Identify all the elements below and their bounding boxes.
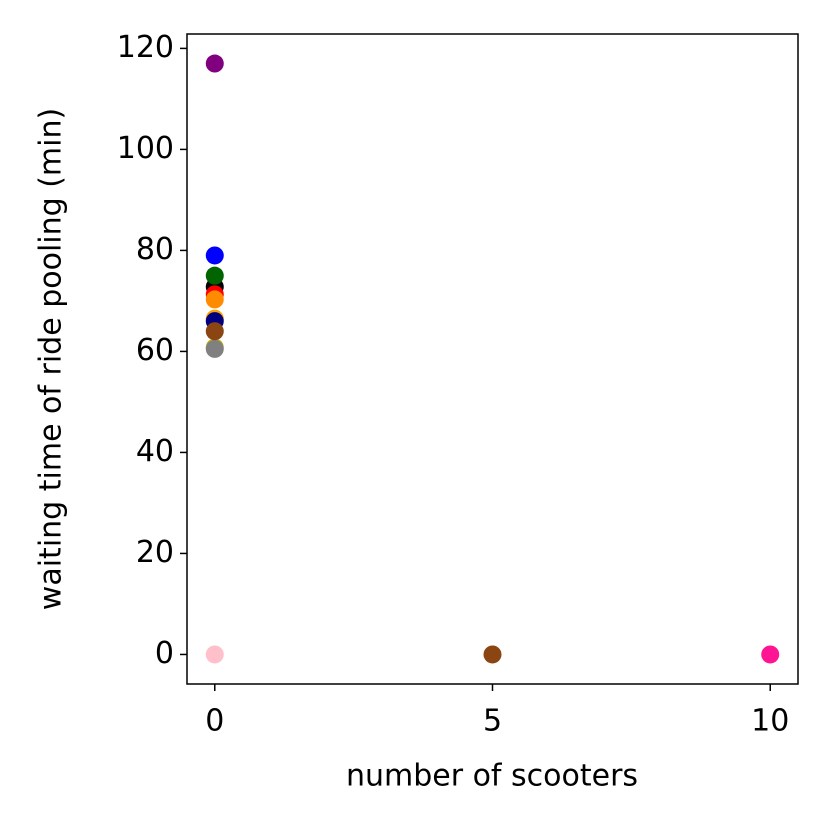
point (205, 266, 224, 285)
x-tick-label: 0 (205, 704, 224, 739)
point (205, 246, 224, 265)
y-tick-label: 40 (136, 434, 174, 469)
point (205, 290, 224, 309)
x-tick-label: 10 (751, 704, 789, 739)
y-tick-label: 60 (136, 333, 174, 368)
point (205, 339, 224, 358)
y-tick-label: 80 (136, 232, 174, 267)
plot-frame (186, 33, 799, 685)
y-tick-label: 120 (117, 30, 174, 65)
x-tick-label: 5 (483, 704, 502, 739)
y-tick-label: 20 (136, 535, 174, 570)
y-axis-label: waiting time of ride pooling (min) (34, 108, 69, 610)
point (205, 54, 224, 73)
point (205, 645, 224, 664)
point (483, 645, 502, 664)
y-tick-label: 0 (155, 636, 174, 671)
x-axis-label: number of scooters (346, 759, 638, 794)
y-tick-label: 100 (117, 131, 174, 166)
point (205, 322, 224, 341)
point (761, 645, 780, 664)
